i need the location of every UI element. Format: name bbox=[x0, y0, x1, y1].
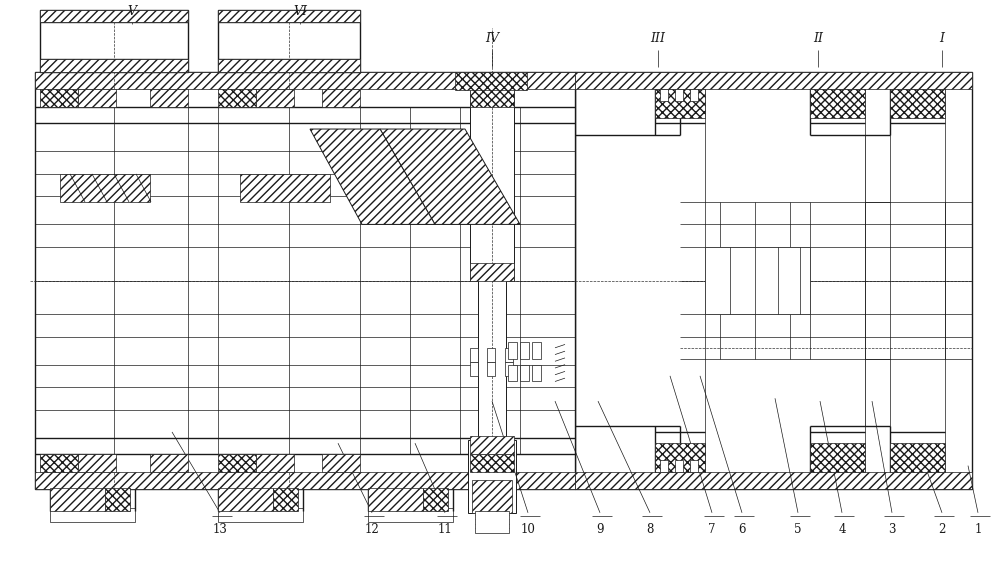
Bar bbox=[865, 135, 890, 202]
Polygon shape bbox=[575, 72, 972, 489]
Bar bbox=[472, 480, 512, 513]
Bar bbox=[675, 460, 683, 472]
Bar bbox=[690, 460, 698, 472]
Text: 4: 4 bbox=[838, 523, 846, 536]
Bar bbox=[470, 89, 514, 107]
Text: 11: 11 bbox=[438, 523, 452, 536]
Text: I: I bbox=[940, 32, 944, 45]
Bar bbox=[40, 89, 78, 107]
Bar bbox=[322, 454, 360, 472]
Bar bbox=[240, 174, 330, 202]
Bar bbox=[368, 488, 423, 511]
Text: 10: 10 bbox=[521, 523, 535, 536]
Bar bbox=[810, 89, 865, 118]
Bar bbox=[810, 443, 865, 472]
Text: 3: 3 bbox=[888, 523, 896, 536]
Bar bbox=[150, 89, 188, 107]
Bar bbox=[487, 348, 495, 362]
Bar bbox=[478, 278, 506, 443]
Bar bbox=[520, 342, 529, 359]
Text: II: II bbox=[813, 32, 823, 45]
Text: 13: 13 bbox=[213, 523, 227, 536]
Bar bbox=[508, 365, 517, 381]
Bar bbox=[35, 72, 575, 89]
Bar bbox=[470, 454, 514, 472]
Bar bbox=[532, 342, 541, 359]
Bar bbox=[368, 508, 453, 522]
Bar bbox=[322, 89, 360, 107]
Bar bbox=[35, 472, 575, 489]
Text: IV: IV bbox=[485, 32, 499, 45]
Polygon shape bbox=[310, 129, 435, 224]
Bar bbox=[487, 362, 495, 376]
Text: 6: 6 bbox=[738, 523, 746, 536]
Bar bbox=[78, 89, 116, 107]
Bar bbox=[575, 472, 972, 489]
Bar bbox=[40, 10, 188, 22]
Bar bbox=[575, 72, 972, 89]
Text: 9: 9 bbox=[596, 523, 604, 536]
Bar bbox=[78, 454, 116, 472]
Text: 8: 8 bbox=[646, 523, 654, 536]
Text: 1: 1 bbox=[974, 523, 982, 536]
Bar bbox=[505, 362, 513, 376]
Bar bbox=[218, 508, 303, 522]
Bar bbox=[256, 89, 294, 107]
Bar bbox=[505, 348, 513, 362]
Bar bbox=[50, 488, 105, 511]
Bar bbox=[218, 10, 360, 22]
Bar bbox=[218, 59, 360, 72]
Bar bbox=[660, 460, 668, 472]
Bar bbox=[690, 89, 698, 101]
Bar bbox=[470, 348, 478, 362]
Bar bbox=[520, 365, 529, 381]
Bar bbox=[470, 362, 478, 376]
Text: 2: 2 bbox=[938, 523, 946, 536]
Bar bbox=[40, 10, 188, 72]
Bar bbox=[475, 511, 509, 533]
Text: 5: 5 bbox=[794, 523, 802, 536]
Bar bbox=[105, 488, 130, 511]
Bar bbox=[60, 174, 150, 202]
Bar bbox=[218, 454, 256, 472]
Bar bbox=[532, 365, 541, 381]
Text: III: III bbox=[650, 32, 666, 45]
Text: V: V bbox=[128, 5, 136, 18]
Bar bbox=[50, 508, 135, 522]
Bar bbox=[470, 263, 514, 280]
Bar bbox=[218, 10, 360, 72]
Bar bbox=[508, 342, 517, 359]
Bar bbox=[423, 488, 448, 511]
Text: 12: 12 bbox=[365, 523, 379, 536]
Bar bbox=[273, 488, 298, 511]
Bar bbox=[660, 89, 668, 101]
Bar bbox=[455, 72, 527, 90]
Text: VI: VI bbox=[293, 5, 307, 18]
Bar bbox=[890, 89, 945, 118]
Bar bbox=[655, 89, 705, 118]
Bar bbox=[40, 59, 188, 72]
Bar bbox=[218, 89, 256, 107]
Bar bbox=[865, 359, 890, 426]
Bar bbox=[470, 72, 514, 280]
Bar bbox=[35, 72, 575, 489]
Bar bbox=[675, 89, 683, 101]
Bar bbox=[890, 443, 945, 472]
Text: 7: 7 bbox=[708, 523, 716, 536]
Bar bbox=[655, 443, 705, 472]
Bar bbox=[470, 436, 514, 454]
Bar bbox=[705, 247, 810, 314]
Bar bbox=[40, 454, 78, 472]
Bar bbox=[468, 440, 516, 513]
Polygon shape bbox=[380, 129, 520, 224]
Bar bbox=[256, 454, 294, 472]
Bar bbox=[150, 454, 188, 472]
Bar bbox=[218, 488, 273, 511]
